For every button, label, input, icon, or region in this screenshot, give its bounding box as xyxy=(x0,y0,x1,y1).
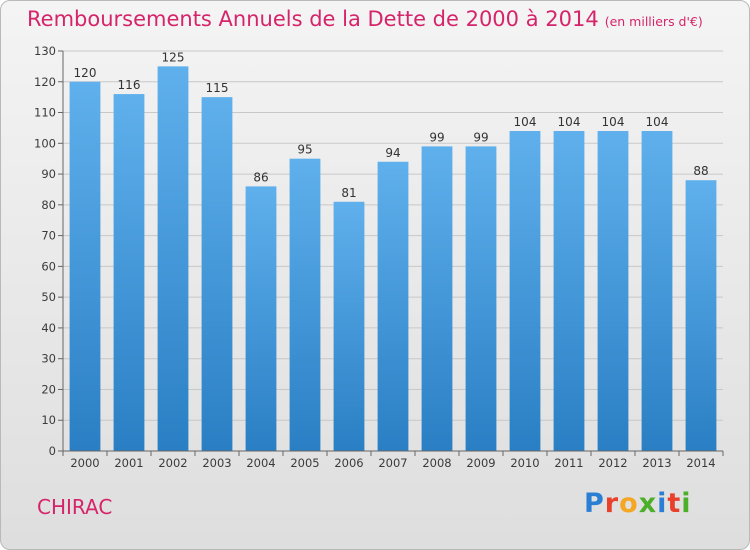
y-tick-label: 60 xyxy=(41,259,56,273)
logo-letter: o xyxy=(619,488,639,519)
y-tick-label: 20 xyxy=(41,382,56,396)
bar[interactable] xyxy=(509,131,541,451)
x-tick-label: 2004 xyxy=(246,456,275,470)
bar-value-label: 104 xyxy=(602,115,625,129)
y-tick-label: 40 xyxy=(41,321,56,335)
x-tick-label: 2003 xyxy=(202,456,231,470)
bar-value-label: 120 xyxy=(74,66,97,80)
bar[interactable] xyxy=(685,180,717,451)
bar-value-label: 104 xyxy=(514,115,537,129)
bar[interactable] xyxy=(289,158,321,451)
y-tick-label: 80 xyxy=(41,198,56,212)
bar-value-label: 104 xyxy=(558,115,581,129)
bar[interactable] xyxy=(421,146,453,451)
bar-value-label: 125 xyxy=(162,50,185,64)
bar[interactable] xyxy=(69,81,101,452)
x-tick-label: 2012 xyxy=(598,456,627,470)
x-tick-label: 2013 xyxy=(642,456,671,470)
bar[interactable] xyxy=(641,131,673,451)
x-tick-label: 2014 xyxy=(686,456,715,470)
y-tick-label: 110 xyxy=(34,106,56,120)
bar-value-label: 95 xyxy=(297,143,312,157)
y-tick-label: 50 xyxy=(41,290,56,304)
bar[interactable] xyxy=(333,201,365,451)
bar-value-label: 99 xyxy=(429,130,444,144)
y-tick-label: 10 xyxy=(41,413,56,427)
x-tick-label: 2000 xyxy=(70,456,99,470)
chart-subtitle: (en milliers d'€) xyxy=(604,14,703,29)
axes: 0 10 20 30 40 50 60 70 80 90 100 110 120 130 2000 2001 2… xyxy=(34,44,724,470)
proxiti-logo: Proxiti xyxy=(584,488,692,519)
y-tick-label: 0 xyxy=(49,444,56,458)
y-tick-label: 100 xyxy=(34,136,56,150)
x-tick-label: 2008 xyxy=(422,456,451,470)
logo-letter: t xyxy=(667,488,682,519)
bar[interactable] xyxy=(157,66,189,451)
x-tick-label: 2009 xyxy=(466,456,495,470)
bar[interactable] xyxy=(553,131,585,451)
bar[interactable] xyxy=(245,186,277,451)
y-tick-label: 120 xyxy=(34,75,56,89)
bars-group: 120 116 125 115 86 95 81 94 99 99 104 104 104 104 88 xyxy=(69,50,717,452)
x-tick-label: 2001 xyxy=(114,456,143,470)
bar[interactable] xyxy=(597,131,629,451)
bar-value-label: 104 xyxy=(646,115,669,129)
logo-letter: i xyxy=(681,488,692,519)
logo-letter: r xyxy=(604,488,620,519)
y-tick-label: 70 xyxy=(41,229,56,243)
x-tick-label: 2002 xyxy=(158,456,187,470)
logo-letter: P xyxy=(584,488,605,519)
y-tick-label: 130 xyxy=(34,44,56,58)
logo-letter: i xyxy=(657,488,668,519)
bar-value-label: 81 xyxy=(341,186,356,200)
bar[interactable] xyxy=(377,161,409,451)
y-tick-label: 90 xyxy=(41,167,56,181)
x-tick-label: 2010 xyxy=(510,456,539,470)
chart-title: Remboursements Annuels de la Dette de 20… xyxy=(27,7,703,31)
commune-name: CHIRAC xyxy=(37,495,113,519)
bar-value-label: 88 xyxy=(693,164,708,178)
x-tick-label: 2005 xyxy=(290,456,319,470)
bar-value-label: 94 xyxy=(385,146,400,160)
logo-letter: x xyxy=(638,488,658,519)
chart-title-text: Remboursements Annuels de la Dette de 20… xyxy=(27,7,599,31)
x-tick-label: 2011 xyxy=(554,456,583,470)
x-tick-label: 2006 xyxy=(334,456,363,470)
bar-value-label: 99 xyxy=(473,130,488,144)
bar[interactable] xyxy=(201,97,233,452)
bar[interactable] xyxy=(465,146,497,451)
bar[interactable] xyxy=(113,94,145,452)
bar-value-label: 115 xyxy=(206,81,229,95)
x-tick-label: 2007 xyxy=(378,456,407,470)
y-tick-label: 30 xyxy=(41,352,56,366)
bar-value-label: 116 xyxy=(118,78,141,92)
bar-value-label: 86 xyxy=(253,170,268,184)
